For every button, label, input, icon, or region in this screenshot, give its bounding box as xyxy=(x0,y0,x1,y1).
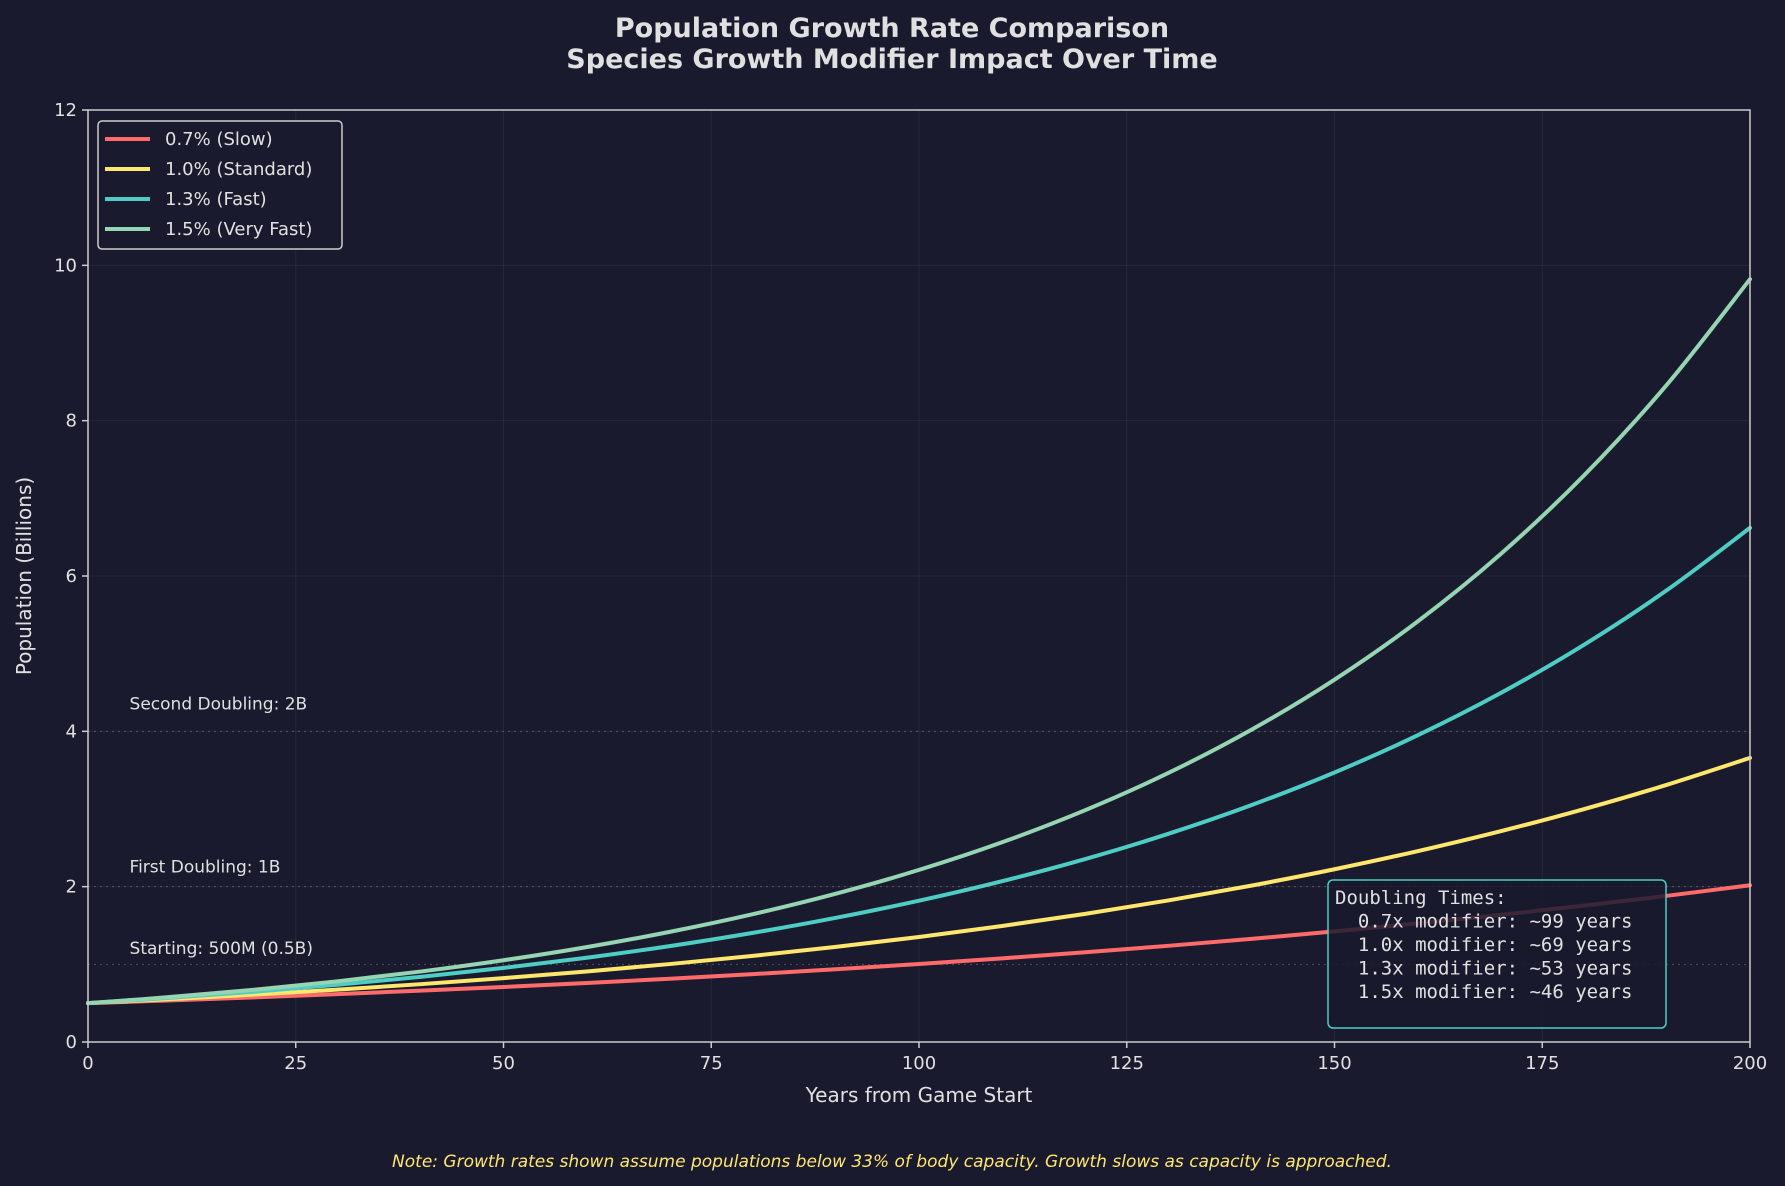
reference-label: Starting: 500M (0.5B) xyxy=(130,939,313,959)
y-tick-label: 0 xyxy=(66,1032,77,1053)
chart-title: Population Growth Rate Comparison xyxy=(615,13,1169,44)
legend-label: 1.3% (Fast) xyxy=(165,189,267,210)
legend-label: 0.7% (Slow) xyxy=(165,129,273,150)
y-tick-label: 2 xyxy=(66,877,77,898)
x-tick-label: 75 xyxy=(700,1053,723,1074)
x-tick-label: 50 xyxy=(492,1053,515,1074)
y-tick-label: 8 xyxy=(66,411,77,432)
info-box-line: 1.3x modifier: ~53 years xyxy=(1335,958,1632,980)
x-axis-label: Years from Game Start xyxy=(805,1083,1033,1107)
y-tick-label: 4 xyxy=(66,721,77,742)
x-tick-label: 100 xyxy=(902,1053,936,1074)
y-tick-label: 6 xyxy=(66,566,77,587)
x-tick-label: 125 xyxy=(1110,1053,1144,1074)
legend-label: 1.5% (Very Fast) xyxy=(165,219,312,240)
x-tick-label: 0 xyxy=(82,1053,93,1074)
series-line xyxy=(86,755,1752,1006)
info-box-frame xyxy=(1327,879,1667,1029)
x-tick-label: 200 xyxy=(1733,1053,1767,1074)
x-tick-label: 175 xyxy=(1525,1053,1559,1074)
legend-box xyxy=(97,120,343,250)
info-box-line: 1.0x modifier: ~69 years xyxy=(1335,934,1632,956)
footnote: Note: Growth rates shown assume populati… xyxy=(392,1152,1392,1172)
ticks: 0 25 50 75 100 125 150 175 200 0 2 4 6 8 10 12 xyxy=(54,100,1767,1074)
info-box-line: Doubling Times: xyxy=(1335,887,1507,909)
info-box-line: 1.5x modifier: ~46 years xyxy=(1335,981,1632,1003)
legend: 0.7% (Slow) 1.0% (Standard) 1.3% (Fast) 1.5… xyxy=(97,120,343,250)
doubling-times-box: Doubling Times: 0.7x modifier: ~99 years… xyxy=(1327,879,1667,1029)
reference-label: Second Doubling: 2B xyxy=(130,694,308,714)
series-line xyxy=(86,525,1752,1006)
series-line xyxy=(86,277,1752,1006)
x-tick-label: 150 xyxy=(1317,1053,1351,1074)
legend-label: 1.0% (Standard) xyxy=(165,159,312,180)
y-tick-label: 10 xyxy=(54,255,77,276)
x-tick-label: 25 xyxy=(284,1053,307,1074)
reference-label: First Doubling: 1B xyxy=(130,858,281,878)
chart-subtitle: Species Growth Modifier Impact Over Time xyxy=(566,44,1217,75)
info-box-line: 0.7x modifier: ~99 years xyxy=(1335,911,1632,933)
y-axis-label: Population (Billions) xyxy=(12,477,36,675)
y-tick-label: 12 xyxy=(54,100,77,121)
reference-lines: Starting: 500M (0.5B) First Doubling: 1B S… xyxy=(88,694,1750,965)
